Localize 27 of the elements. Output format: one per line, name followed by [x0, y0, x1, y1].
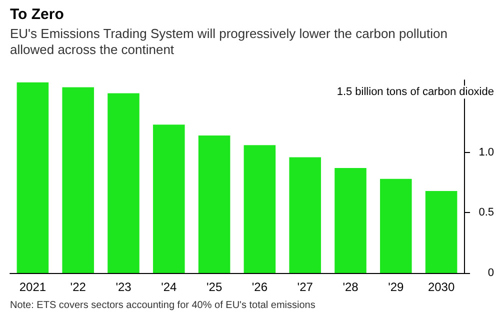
x-tick-label: '24 — [161, 280, 178, 294]
chart-title: To Zero — [10, 6, 64, 23]
y-tick-label: 0.5 — [478, 206, 494, 219]
x-tick-label: '29 — [388, 280, 404, 294]
bar — [334, 168, 366, 273]
chart-subtitle: EU's Emissions Trading System will progressively lower the carbon pollution allowed across the continent — [10, 26, 448, 58]
bar — [289, 157, 321, 273]
bar — [16, 82, 49, 273]
text: Note: ETS covers sectors accounting for 40% of EU's total emissions — [10, 300, 316, 311]
x-tick-label: 2030 — [428, 280, 455, 294]
bar — [153, 124, 185, 273]
x-tick-label: '28 — [342, 280, 359, 294]
bar — [198, 135, 230, 273]
x-tick-label: '22 — [70, 280, 86, 294]
bar — [425, 190, 458, 273]
y-tick-label: 1.0 — [478, 146, 494, 158]
y-tick-label: 1.5 billion tons of carbon dioxide — [336, 86, 494, 98]
bar — [244, 145, 276, 273]
x-tick-label: '25 — [206, 280, 222, 294]
x-tick-label: '23 — [116, 280, 132, 294]
x-tick-label: 2021 — [19, 280, 46, 294]
bar — [62, 87, 94, 273]
x-tick-label: '26 — [252, 280, 268, 294]
bar — [108, 93, 140, 273]
bar — [380, 178, 412, 273]
x-tick-label: '27 — [297, 280, 314, 294]
y-tick-label: 0 — [488, 267, 494, 279]
